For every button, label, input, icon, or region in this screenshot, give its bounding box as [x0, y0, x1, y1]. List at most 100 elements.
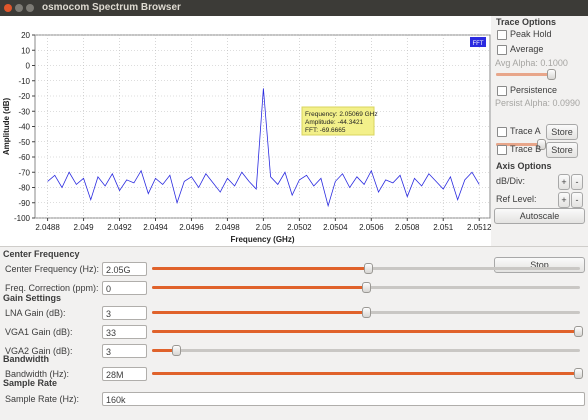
text-input[interactable]: 3 — [102, 306, 147, 320]
slider-handle[interactable] — [547, 69, 556, 80]
trace-line — [47, 88, 480, 208]
slider-fill — [152, 372, 578, 375]
y-tick-label: -40 — [18, 123, 30, 132]
y-tick-label: -10 — [18, 77, 30, 86]
slider-handle[interactable] — [172, 345, 181, 356]
x-tick-label: 2.0504 — [323, 223, 348, 232]
x-tick-label: 2.0512 — [467, 223, 491, 232]
slider-fill — [152, 330, 578, 333]
slider-track — [152, 349, 580, 352]
minus-button[interactable]: - — [571, 174, 583, 190]
slider-fill — [152, 286, 366, 289]
field-label: Center Frequency (Hz): — [5, 264, 100, 274]
tooltip-text: Frequency: 2.05069 GHz — [305, 111, 378, 118]
y-tick-label: -80 — [18, 184, 30, 193]
checkbox[interactable] — [497, 86, 507, 96]
axis-label: dB/Div: — [496, 176, 526, 186]
title-bar: osmocom Spectrum Browser — [0, 0, 588, 16]
controls-panel: Center Frequency Center Frequency (Hz): 2.… — [0, 246, 588, 420]
slider-handle[interactable] — [362, 282, 371, 293]
minus-button[interactable]: - — [571, 192, 583, 208]
y-tick-label: 0 — [26, 62, 31, 71]
text-input[interactable]: 2.05G — [102, 262, 147, 276]
field-label: Bandwidth (Hz): — [5, 369, 70, 379]
field-label: VGA2 Gain (dB): — [5, 346, 73, 356]
checkbox-label: Average — [510, 44, 544, 54]
checkbox-label: Trace A — [510, 126, 541, 136]
section-title: Trace Options — [496, 17, 557, 27]
tooltip-box — [301, 106, 375, 136]
y-tick-label: -50 — [18, 138, 30, 147]
slider-fill — [496, 143, 541, 146]
field-label: Sample Rate (Hz): — [5, 394, 80, 404]
text-input[interactable]: 3 — [102, 344, 147, 358]
x-tick-label: 2.049 — [74, 223, 95, 232]
section-title: Axis Options — [496, 161, 552, 171]
slider-label: Persist Alpha: 0.0990 — [495, 98, 581, 108]
legend-swatch — [470, 37, 486, 47]
plot-area — [34, 34, 491, 219]
x-tick-label: 2.0506 — [359, 223, 384, 232]
section-title: Bandwidth — [3, 354, 49, 364]
x-tick-label: 2.0488 — [35, 223, 60, 232]
window-title: osmocom Spectrum Browser — [42, 2, 181, 13]
minimize-button[interactable] — [15, 4, 23, 12]
autoscale-button[interactable]: Autoscale — [494, 208, 585, 224]
y-tick-label: -20 — [18, 92, 30, 101]
side-panel: Trace Options Peak Hold Average Avg Alph… — [491, 16, 588, 273]
plus-button[interactable]: + — [558, 192, 570, 208]
text-input[interactable]: 33 — [102, 325, 147, 339]
y-tick-label: -90 — [18, 199, 30, 208]
y-tick-label: -30 — [18, 107, 30, 116]
section-title: Sample Rate — [3, 378, 58, 388]
plus-button[interactable]: + — [558, 174, 570, 190]
close-button[interactable] — [4, 4, 12, 12]
y-axis-label: Amplitude (dB) — [2, 98, 11, 156]
x-tick-label: 2.0494 — [143, 223, 168, 232]
slider-fill — [496, 73, 551, 76]
checkbox[interactable] — [497, 45, 507, 55]
spectrum-plot: 20 10 0 -10 -20 -30 -40 -50 -60 -70 -80 -90 -100 2.04… — [0, 16, 491, 246]
text-input[interactable]: 28M — [102, 367, 147, 381]
slider-fill — [152, 349, 176, 352]
text-input[interactable]: 160k — [102, 392, 585, 406]
checkbox[interactable] — [497, 145, 507, 155]
axis-label: Ref Level: — [496, 194, 537, 204]
store-button[interactable]: Store — [546, 142, 578, 158]
checkbox-label: Peak Hold — [510, 29, 552, 39]
slider-handle[interactable] — [362, 307, 371, 318]
slider-handle[interactable] — [574, 326, 583, 337]
text-input[interactable]: 0 — [102, 281, 147, 295]
x-tick-label: 2.0508 — [395, 223, 420, 232]
x-tick-label: 2.0496 — [179, 223, 204, 232]
tooltip-text: Amplitude: -44.3421 — [305, 119, 364, 126]
checkbox[interactable] — [497, 127, 507, 137]
x-tick-label: 2.051 — [433, 223, 454, 232]
slider-handle[interactable] — [364, 263, 373, 274]
slider-handle[interactable] — [574, 368, 583, 379]
y-tick-label: 10 — [21, 46, 30, 55]
x-tick-label: 2.0502 — [287, 223, 312, 232]
field-label: Freq. Correction (ppm): — [5, 283, 99, 293]
field-label: LNA Gain (dB): — [5, 308, 66, 318]
section-title: Gain Settings — [3, 293, 62, 303]
store-button[interactable]: Store — [546, 124, 578, 140]
tooltip-text: FFT: -69.6665 — [305, 127, 346, 134]
y-tick-label: -60 — [18, 153, 30, 162]
x-tick-label: 2.0498 — [215, 223, 240, 232]
slider-fill — [152, 267, 368, 270]
slider-handle[interactable] — [537, 139, 546, 150]
x-tick-label: 2.05 — [256, 223, 272, 232]
checkbox[interactable] — [497, 30, 507, 40]
checkbox-label: Persistence — [510, 85, 558, 95]
field-label: VGA1 Gain (dB): — [5, 327, 73, 337]
y-tick-label: 20 — [21, 31, 30, 40]
x-axis-label: Frequency (GHz) — [230, 235, 294, 244]
maximize-button[interactable] — [26, 4, 34, 12]
slider-label: Avg Alpha: 0.1000 — [495, 58, 568, 68]
y-tick-label: -100 — [14, 214, 31, 223]
legend-label: FFT — [473, 41, 484, 47]
y-tick-label: -70 — [18, 168, 30, 177]
slider-fill — [152, 311, 366, 314]
